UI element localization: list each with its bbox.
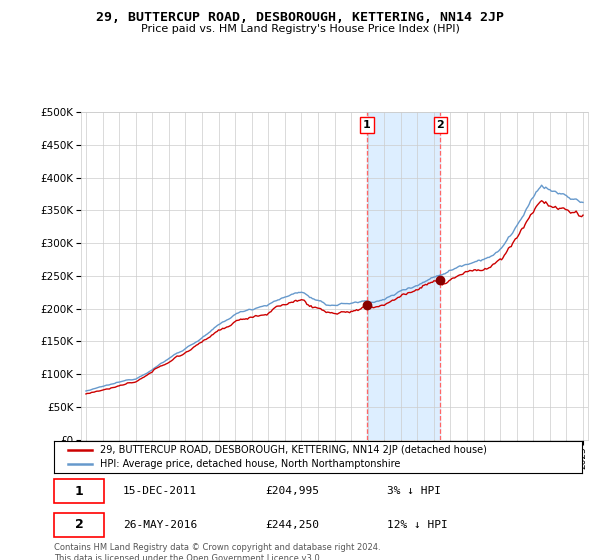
Bar <box>367 112 440 440</box>
Text: 1: 1 <box>363 120 371 130</box>
Text: 1: 1 <box>75 485 84 498</box>
Text: 2: 2 <box>75 519 84 531</box>
Text: 12% ↓ HPI: 12% ↓ HPI <box>386 520 448 530</box>
Text: 26-MAY-2016: 26-MAY-2016 <box>122 520 197 530</box>
Text: 3% ↓ HPI: 3% ↓ HPI <box>386 487 440 496</box>
Text: 29, BUTTERCUP ROAD, DESBOROUGH, KETTERING, NN14 2JP: 29, BUTTERCUP ROAD, DESBOROUGH, KETTERIN… <box>96 11 504 24</box>
Text: Price paid vs. HM Land Registry's House Price Index (HPI): Price paid vs. HM Land Registry's House … <box>140 24 460 34</box>
Text: Contains HM Land Registry data © Crown copyright and database right 2024.
This d: Contains HM Land Registry data © Crown c… <box>54 543 380 560</box>
FancyBboxPatch shape <box>54 479 104 503</box>
Text: 15-DEC-2011: 15-DEC-2011 <box>122 487 197 496</box>
Text: £244,250: £244,250 <box>265 520 319 530</box>
Legend: 29, BUTTERCUP ROAD, DESBOROUGH, KETTERING, NN14 2JP (detached house), HPI: Avera: 29, BUTTERCUP ROAD, DESBOROUGH, KETTERIN… <box>64 441 491 473</box>
FancyBboxPatch shape <box>54 513 104 537</box>
Text: 2: 2 <box>436 120 444 130</box>
Text: £204,995: £204,995 <box>265 487 319 496</box>
